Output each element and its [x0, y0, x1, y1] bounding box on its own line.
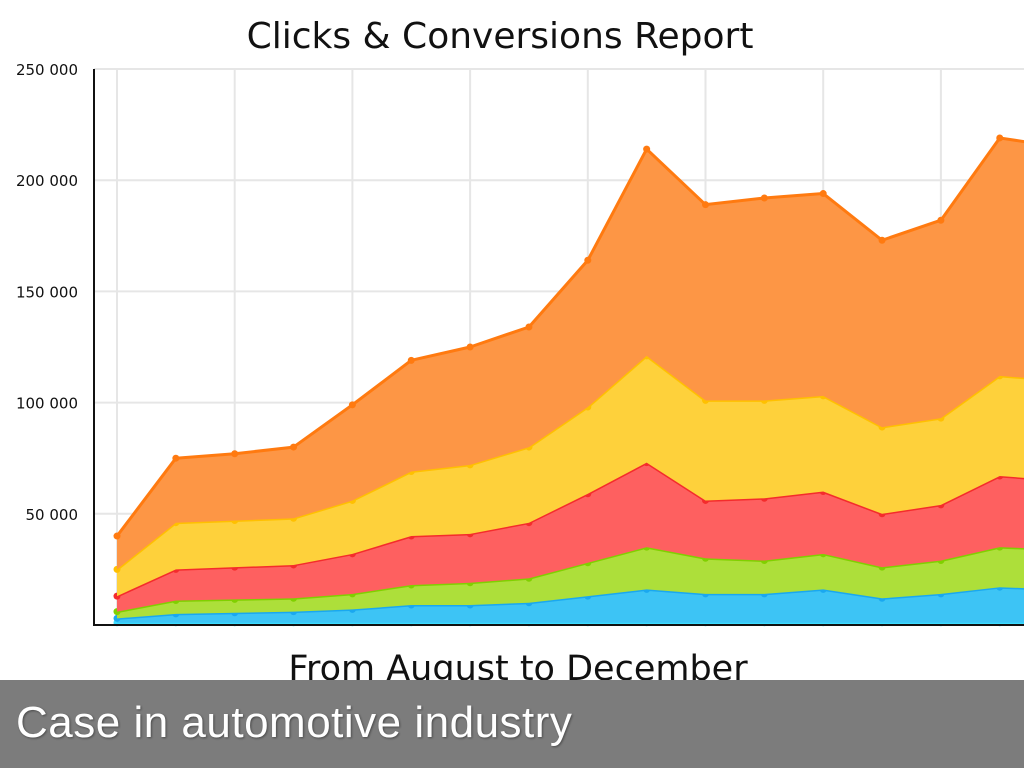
y-tick-label: 100 000	[16, 395, 78, 413]
data-point	[702, 201, 709, 209]
caption-bar: Case in automotive industry	[0, 680, 1024, 768]
chart-title: Clicks & Conversions Report	[247, 16, 754, 57]
stacked-area-chart: 50 000 100 000 150 000 200 000 250 000 Click…	[16, 16, 1024, 680]
data-point	[996, 134, 1004, 142]
data-point	[819, 190, 827, 198]
areas	[113, 134, 1024, 627]
area-fill	[117, 587, 1024, 623]
data-point	[760, 194, 768, 202]
data-point	[878, 236, 886, 244]
y-tick-label: 250 000	[16, 61, 78, 79]
y-tick-label: 50 000	[26, 506, 79, 524]
area-fill	[117, 547, 1024, 619]
x-axis-label: From August to December	[288, 649, 748, 680]
data-point	[290, 443, 298, 451]
area-fill	[117, 462, 1024, 612]
data-point	[937, 216, 945, 224]
data-point	[643, 145, 651, 153]
data-point	[407, 356, 415, 364]
data-point	[113, 532, 121, 540]
data-point	[525, 323, 533, 331]
y-tick-label: 150 000	[16, 283, 78, 301]
data-point	[348, 401, 356, 409]
data-point	[231, 450, 239, 458]
data-point	[466, 343, 474, 351]
area-fill	[117, 355, 1024, 597]
y-tick-labels: 50 000 100 000 150 000 200 000 250 000	[16, 61, 78, 524]
y-tick-label: 200 000	[16, 172, 78, 190]
caption-text: Case in automotive industry	[16, 698, 573, 747]
series-5	[113, 134, 1024, 570]
data-point	[172, 454, 180, 462]
area-fill	[117, 137, 1024, 570]
axes	[93, 69, 1024, 626]
data-point	[584, 256, 592, 264]
